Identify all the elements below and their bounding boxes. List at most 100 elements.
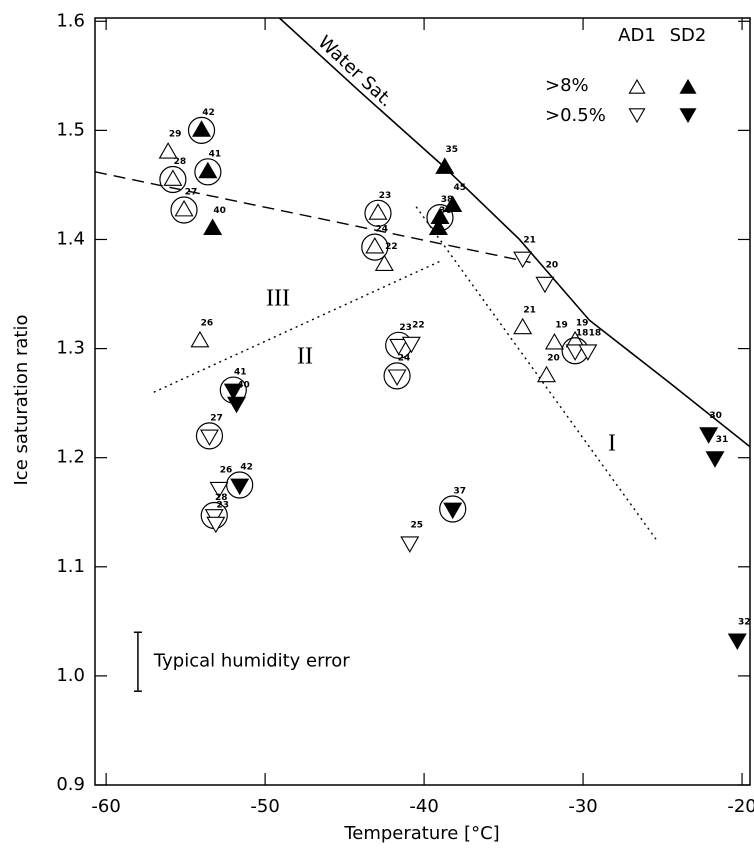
point-label: 19 bbox=[555, 321, 568, 331]
point-label: 41 bbox=[209, 149, 222, 159]
point bbox=[206, 516, 226, 534]
point-label: 29 bbox=[169, 130, 182, 140]
point-label: 21 bbox=[523, 236, 536, 246]
point bbox=[544, 333, 564, 350]
point-label: 20 bbox=[547, 353, 560, 363]
point bbox=[705, 451, 725, 468]
point-label: 23 bbox=[379, 191, 392, 201]
y-tick-label: 1.4 bbox=[56, 228, 85, 249]
point-label: 19 bbox=[576, 318, 589, 328]
point bbox=[443, 502, 463, 520]
y-tick-label: 0.9 bbox=[56, 774, 85, 795]
point-label: 22 bbox=[412, 321, 425, 331]
point-label: 24 bbox=[398, 353, 411, 363]
point-label: 40 bbox=[237, 381, 250, 391]
point-label: 30 bbox=[709, 411, 722, 421]
point bbox=[435, 157, 455, 174]
point-label: 42 bbox=[202, 108, 215, 118]
point bbox=[199, 429, 219, 446]
point-circle bbox=[439, 495, 467, 523]
point bbox=[443, 195, 463, 213]
point-label: 42 bbox=[240, 462, 253, 472]
legend-marker bbox=[628, 78, 646, 94]
point-circle bbox=[195, 422, 224, 450]
point bbox=[401, 336, 421, 354]
point-label: 27 bbox=[210, 413, 223, 423]
point-label: 21 bbox=[523, 305, 536, 315]
point-label: 27 bbox=[185, 188, 198, 198]
point-circle bbox=[361, 233, 389, 261]
point bbox=[198, 161, 218, 179]
point bbox=[699, 427, 719, 444]
point bbox=[209, 481, 229, 499]
point bbox=[174, 199, 194, 217]
point-label: 26 bbox=[201, 318, 214, 328]
guide-line bbox=[415, 206, 659, 543]
point-circle bbox=[187, 116, 216, 144]
point bbox=[365, 237, 385, 254]
point-label: 22 bbox=[385, 242, 398, 252]
guide-line bbox=[95, 171, 531, 264]
point-label: 23 bbox=[399, 323, 412, 333]
guide-line bbox=[278, 18, 750, 448]
point-circle bbox=[159, 165, 187, 194]
legend-marker bbox=[628, 108, 646, 124]
point bbox=[400, 536, 420, 553]
point-circle bbox=[194, 158, 222, 186]
x-tick-label: -60 bbox=[91, 796, 120, 817]
point bbox=[565, 344, 585, 361]
point-label: 41 bbox=[234, 368, 247, 378]
y-tick-label: 1.0 bbox=[56, 665, 85, 686]
point bbox=[513, 251, 533, 269]
point-circle bbox=[226, 471, 254, 499]
point-label: 37 bbox=[453, 486, 466, 496]
point bbox=[578, 344, 598, 361]
point-label: 26 bbox=[220, 466, 233, 476]
point bbox=[190, 330, 210, 348]
plot-frame bbox=[94, 17, 751, 786]
y-axis-label: Ice saturation ratio bbox=[11, 314, 32, 485]
x-tick-label: -50 bbox=[250, 796, 279, 817]
point-label: 28 bbox=[215, 493, 228, 503]
point bbox=[203, 218, 223, 235]
point bbox=[163, 169, 183, 186]
point-label: 35 bbox=[445, 145, 458, 155]
region-label: I bbox=[608, 431, 616, 457]
legend-header: SD2 bbox=[670, 25, 707, 46]
region-label: III bbox=[266, 286, 290, 312]
y-tick-label: 1.1 bbox=[56, 556, 85, 577]
point-circle bbox=[364, 199, 392, 227]
y-tick-label: 1.5 bbox=[56, 119, 85, 140]
point bbox=[368, 203, 388, 220]
point bbox=[727, 633, 747, 650]
point bbox=[387, 369, 407, 386]
line-label: Water Sat. bbox=[314, 32, 397, 112]
point bbox=[535, 276, 555, 294]
point-label: 23 bbox=[217, 501, 230, 511]
x-tick-label: -20 bbox=[727, 796, 754, 817]
point-label: 20 bbox=[546, 261, 559, 271]
point-label: 45 bbox=[453, 183, 466, 193]
y-tick-label: 1.2 bbox=[56, 447, 85, 468]
point-circle bbox=[383, 362, 411, 390]
point-label: 24 bbox=[376, 225, 389, 235]
point-label: 28 bbox=[174, 157, 187, 167]
point bbox=[537, 365, 557, 383]
point-label: 38 bbox=[441, 195, 454, 205]
legend-marker bbox=[679, 78, 697, 94]
point-label: 18 bbox=[589, 328, 602, 338]
x-tick-label: -30 bbox=[568, 796, 597, 817]
legend-row: >0.5% bbox=[545, 105, 606, 126]
guide-line bbox=[153, 260, 441, 393]
error-label: Typical humidity error bbox=[153, 651, 350, 672]
point bbox=[192, 120, 212, 137]
legend-header: AD1 bbox=[618, 25, 656, 46]
point-label: 36 bbox=[439, 206, 452, 216]
x-axis-label: Temperature [°C] bbox=[343, 823, 499, 844]
point bbox=[230, 478, 250, 496]
legend-row: >8% bbox=[545, 75, 589, 96]
y-tick-label: 1.3 bbox=[56, 338, 85, 359]
point-label: 31 bbox=[716, 435, 729, 445]
point bbox=[223, 383, 243, 401]
